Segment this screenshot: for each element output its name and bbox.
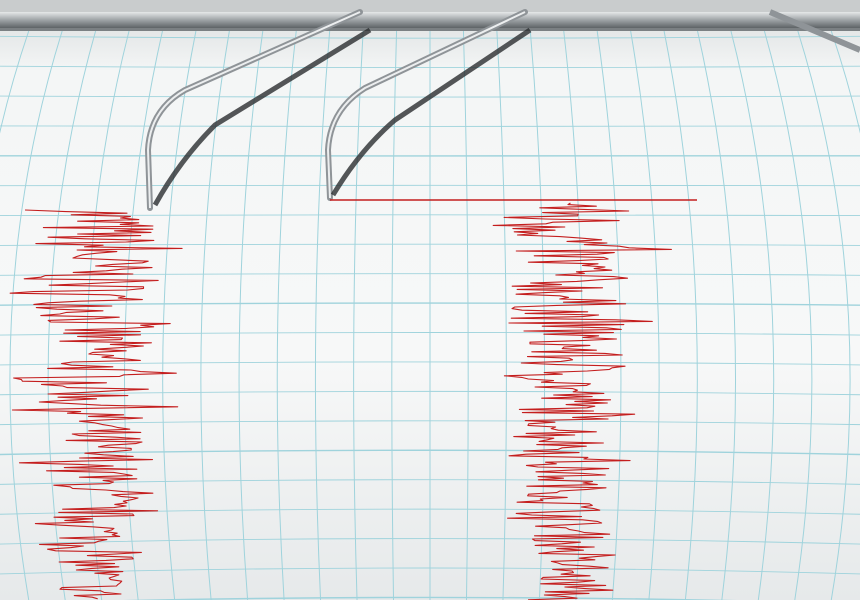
grid-vertical-line <box>663 30 698 600</box>
grid-vertical-line <box>763 30 813 600</box>
far-right-stylus-arm <box>768 9 860 53</box>
top-rail <box>0 0 860 31</box>
grid-vertical-line <box>9 30 63 600</box>
grid-vertical-line <box>697 30 737 600</box>
left-seismogram <box>9 209 183 600</box>
right-seismogram <box>492 202 672 600</box>
grid-vertical-line <box>238 30 264 600</box>
grid-vertical-line <box>200 30 230 600</box>
grid-vertical-line <box>730 30 775 600</box>
grid-vertical-line <box>830 30 860 134</box>
grid-vertical-line <box>563 30 584 600</box>
grid-vertical-line <box>353 30 364 600</box>
seismogram-traces <box>9 199 697 600</box>
grid-vertical-line <box>596 30 622 600</box>
stylus-arms <box>144 9 860 211</box>
grid-vertical-line <box>314 30 331 600</box>
grid-vertical-line <box>162 30 197 600</box>
right-stylus-shadow <box>330 27 532 197</box>
grid-vertical-line <box>276 30 297 600</box>
grid-vertical-line <box>797 30 851 600</box>
grid-vertical-line <box>0 30 30 134</box>
grid-vertical-line <box>496 30 507 600</box>
left-stylus-shadow <box>152 27 372 207</box>
grid-vertical-line <box>462 30 469 600</box>
grid-vertical-line <box>123 30 163 600</box>
grid-vertical-line <box>391 30 398 600</box>
grid-vertical-line <box>630 30 660 600</box>
